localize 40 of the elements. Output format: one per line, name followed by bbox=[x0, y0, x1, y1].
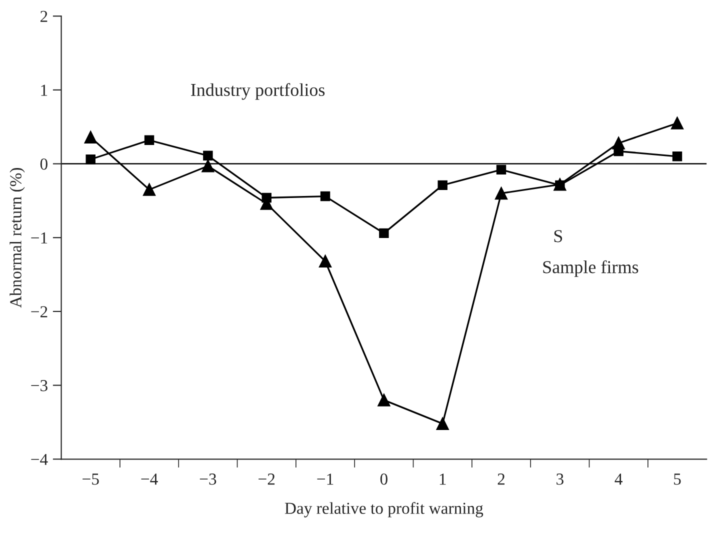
x-tick-label: −3 bbox=[200, 474, 216, 485]
y-tick-label: −4 bbox=[31, 454, 48, 465]
annotation: S bbox=[554, 230, 562, 242]
x-tick-label: 2 bbox=[498, 474, 505, 485]
point bbox=[671, 116, 684, 130]
point bbox=[143, 183, 156, 196]
x-tick-label: −1 bbox=[317, 474, 334, 485]
y-axis-title: Abnormal return (%) bbox=[10, 168, 25, 308]
point bbox=[319, 255, 332, 268]
point bbox=[496, 164, 506, 175]
point bbox=[612, 136, 625, 150]
point bbox=[672, 152, 682, 162]
point bbox=[84, 130, 97, 144]
x-tick-label: 1 bbox=[440, 474, 446, 485]
x-tick-label: −5 bbox=[82, 474, 99, 485]
x-axis-title: Day relative to profit warning bbox=[284, 502, 484, 518]
point bbox=[320, 191, 330, 202]
y-tick-label: −2 bbox=[31, 306, 48, 318]
y-tick-label: −1 bbox=[31, 232, 48, 244]
point bbox=[495, 187, 508, 200]
x-tick-label: 4 bbox=[614, 474, 622, 485]
annotation: Sample firms bbox=[543, 260, 638, 277]
point bbox=[203, 150, 213, 161]
point bbox=[144, 135, 154, 146]
x-tick-label: −2 bbox=[258, 474, 275, 485]
y-tick-label: 2 bbox=[40, 10, 48, 22]
y-tick-label: −3 bbox=[31, 380, 48, 392]
x-tick-label: 5 bbox=[674, 474, 681, 485]
point bbox=[436, 417, 449, 430]
point bbox=[379, 228, 389, 238]
y-tick-label: 1 bbox=[41, 84, 48, 96]
x-tick-label: −4 bbox=[141, 474, 158, 485]
x-tick-label: 3 bbox=[556, 474, 564, 485]
point bbox=[438, 180, 448, 190]
point bbox=[202, 160, 214, 172]
point bbox=[86, 154, 96, 164]
annotation: Industry portfolios bbox=[190, 83, 325, 100]
x-tick-label: 0 bbox=[380, 474, 388, 485]
y-tick-label: 0 bbox=[40, 158, 48, 170]
point bbox=[378, 394, 390, 406]
